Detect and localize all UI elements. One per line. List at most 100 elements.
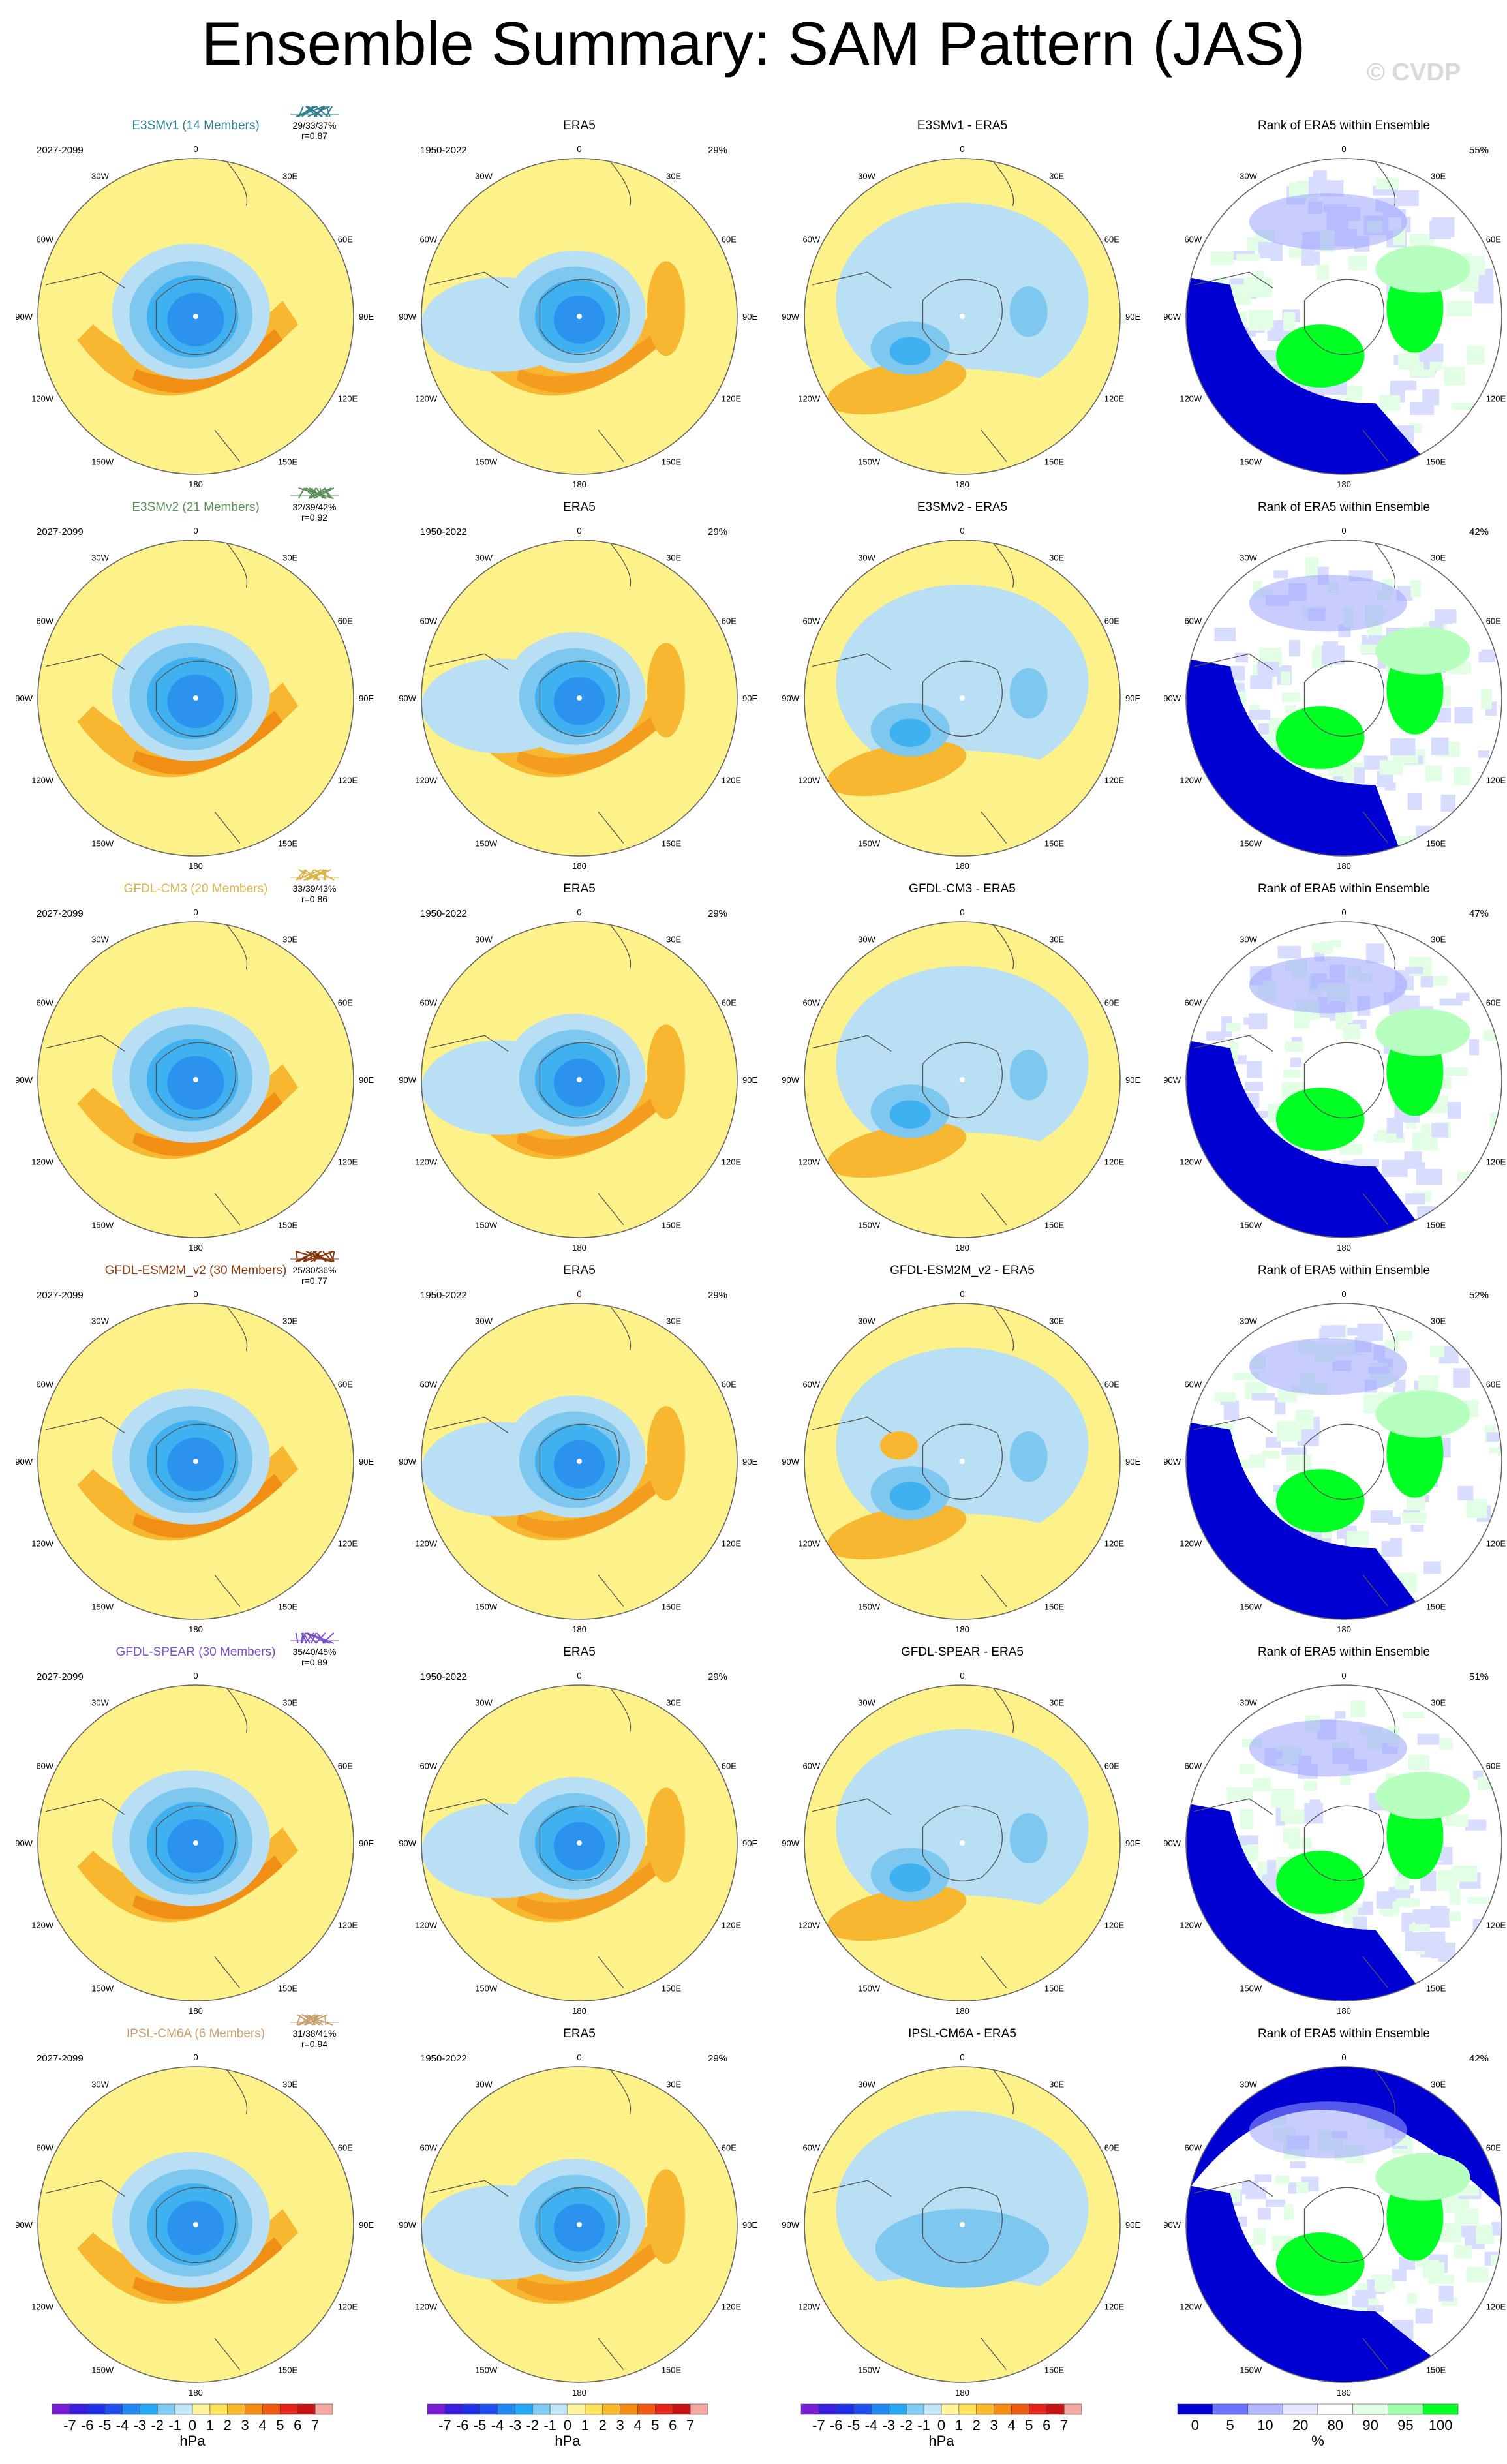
longitude-label: 90E bbox=[359, 1075, 374, 1085]
colorbar-tick-label: 1 bbox=[581, 2417, 589, 2433]
longitude-label: 180 bbox=[572, 861, 586, 871]
longitude-label: 180 bbox=[1337, 861, 1351, 871]
longitude-label: 30W bbox=[91, 1316, 109, 1326]
longitude-label: 120W bbox=[415, 1921, 438, 1930]
map-border bbox=[1185, 158, 1502, 475]
colorbar-swatch bbox=[174, 2403, 193, 2415]
variance-stats: 35/40/45% bbox=[293, 1647, 337, 1657]
longitude-label: 120W bbox=[798, 776, 821, 785]
longitude-label: 90W bbox=[15, 693, 33, 703]
longitude-label: 30E bbox=[1049, 934, 1064, 944]
model-map-3: 0 30W 30E 60W 60E 90W 90E 120W 120E 150W 150E 180 bbox=[15, 907, 374, 1253]
model-map-1: 0 30W 30E 60W 60E 90W 90E 120W 120E 150W 150E 180 bbox=[15, 144, 374, 489]
rank-panel-title: Rank of ERA5 within Ensemble bbox=[1258, 119, 1430, 132]
obs-panel-title: ERA5 bbox=[563, 882, 596, 896]
longitude-label: 60W bbox=[802, 616, 820, 626]
colorbar-swatch bbox=[1422, 2403, 1459, 2415]
obs-variance-pct: 29% bbox=[708, 145, 727, 156]
obs-variance-pct: 29% bbox=[708, 1671, 727, 1682]
longitude-label: 90E bbox=[742, 1838, 757, 1848]
colorbar-tick-label: 6 bbox=[669, 2417, 677, 2433]
longitude-label: 150W bbox=[1240, 1220, 1262, 1230]
longitude-label: 60E bbox=[722, 616, 737, 626]
longitude-label: 30W bbox=[858, 934, 875, 944]
model-panel-title: E3SMv2 (21 Members) bbox=[132, 500, 259, 514]
colorbar-swatch bbox=[690, 2403, 708, 2415]
longitude-label: 120E bbox=[338, 776, 358, 785]
member-tick bbox=[301, 1632, 308, 1644]
colorbar-swatch bbox=[1063, 2403, 1082, 2415]
longitude-label: 180 bbox=[189, 2006, 203, 2016]
longitude-label: 30W bbox=[1240, 171, 1257, 181]
colorbar-swatch bbox=[637, 2403, 656, 2415]
longitude-label: 30E bbox=[282, 934, 297, 944]
longitude-label: 150W bbox=[91, 1983, 114, 1993]
longitude-label: 90E bbox=[1125, 1457, 1140, 1467]
longitude-label: 0 bbox=[577, 1289, 581, 1299]
longitude-label: 60E bbox=[338, 1761, 353, 1771]
obs-map-3: 0 30W 30E 60W 60E 90W 90E 120W 120E 150W 150E 180 bbox=[399, 907, 757, 1253]
colorbar-swatch bbox=[532, 2403, 551, 2415]
longitude-label: 180 bbox=[955, 2388, 969, 2397]
longitude-label: 120W bbox=[415, 1539, 438, 1549]
member-tick bbox=[305, 1251, 333, 1262]
longitude-label: 90W bbox=[1163, 312, 1181, 322]
model-period: 2027-2099 bbox=[37, 526, 84, 538]
longitude-label: 150W bbox=[91, 457, 114, 466]
hpa-colorbar-1: -7 -6 -5 -4 -3 -2 -1 0 1 2 3 4 5 6 7 hPa bbox=[52, 2403, 333, 2449]
colorbar-tick-label: -2 bbox=[900, 2417, 913, 2433]
member-tick bbox=[302, 1632, 311, 1644]
colorbar-tick-label: -6 bbox=[456, 2417, 469, 2433]
longitude-label: 60W bbox=[36, 234, 53, 244]
member-tick bbox=[303, 869, 320, 881]
longitude-label: 30E bbox=[1431, 2079, 1446, 2089]
longitude-label: 90W bbox=[1163, 693, 1181, 703]
colorbar-swatch bbox=[906, 2403, 924, 2415]
longitude-label: 90E bbox=[742, 2220, 757, 2230]
longitude-label: 120E bbox=[1486, 1921, 1506, 1930]
diff-map-4: 0 30W 30E 60W 60E 90W 90E 120W 120E 150W 150E 180 bbox=[782, 1289, 1140, 1634]
longitude-label: 90W bbox=[1163, 1838, 1181, 1848]
longitude-label: 150E bbox=[1426, 2365, 1446, 2375]
longitude-label: 120W bbox=[798, 394, 821, 404]
longitude-label: 150W bbox=[91, 1602, 114, 1611]
longitude-label: 90W bbox=[399, 1075, 416, 1085]
colorbar-tick-label: -4 bbox=[491, 2417, 504, 2433]
longitude-label: 150W bbox=[475, 457, 498, 466]
longitude-label: 150W bbox=[475, 2365, 498, 2375]
longitude-label: 30W bbox=[858, 553, 875, 562]
longitude-label: 30W bbox=[858, 2079, 875, 2089]
diff-map-1: 0 30W 30E 60W 60E 90W 90E 120W 120E 150W 150E 180 bbox=[782, 144, 1140, 489]
longitude-label: 60E bbox=[338, 997, 353, 1007]
colorbar-swatch bbox=[1247, 2403, 1283, 2415]
obs-map-1: 0 30W 30E 60W 60E 90W 90E 120W 120E 150W 150E 180 bbox=[399, 144, 757, 489]
model-panel-title: GFDL-ESM2M_v2 (30 Members) bbox=[105, 1264, 287, 1277]
colorbar-tick-label: 5 bbox=[651, 2417, 659, 2433]
longitude-label: 120E bbox=[338, 1539, 358, 1549]
colorbar-tick-label: -1 bbox=[543, 2417, 556, 2433]
longitude-label: 120W bbox=[415, 776, 438, 785]
longitude-label: 150W bbox=[858, 838, 881, 848]
colorbar-tick-label: -6 bbox=[830, 2417, 843, 2433]
colorbar-swatch bbox=[497, 2403, 515, 2415]
colorbar-tick-label: -7 bbox=[63, 2417, 76, 2433]
colorbar-tick-label: -7 bbox=[812, 2417, 825, 2433]
longitude-label: 30E bbox=[282, 1316, 297, 1326]
longitude-label: 150E bbox=[662, 1220, 682, 1230]
obs-variance-pct: 29% bbox=[708, 2053, 727, 2064]
map-border bbox=[804, 158, 1121, 475]
colorbar-units: hPa bbox=[928, 2433, 954, 2449]
longitude-label: 120E bbox=[338, 394, 358, 404]
longitude-label: 60W bbox=[419, 616, 437, 626]
longitude-label: 90E bbox=[1125, 2220, 1140, 2230]
longitude-label: 0 bbox=[577, 526, 581, 536]
longitude-label: 60E bbox=[1104, 616, 1119, 626]
longitude-label: 60W bbox=[802, 1761, 820, 1771]
member-tick bbox=[295, 1251, 332, 1262]
map-border bbox=[804, 1684, 1121, 2001]
longitude-label: 60E bbox=[722, 1761, 737, 1771]
diff-map-3: 0 30W 30E 60W 60E 90W 90E 120W 120E 150W 150E 180 bbox=[782, 907, 1140, 1253]
longitude-label: 90E bbox=[1125, 693, 1140, 703]
